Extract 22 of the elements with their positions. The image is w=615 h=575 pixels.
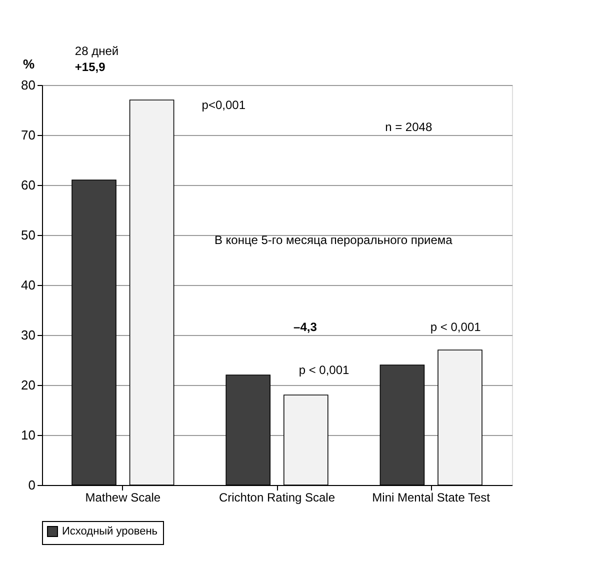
annotation: –4,3 <box>294 320 318 334</box>
y-tick-label: 70 <box>21 128 36 142</box>
y-tick-label: 20 <box>21 378 36 392</box>
annotation: p < 0,001 <box>298 363 350 377</box>
y-tick-label: 0 <box>28 478 36 492</box>
y-tick-label: 40 <box>21 278 36 292</box>
x-tick-label: Crichton Rating Scale <box>218 490 336 504</box>
y-axis-title: % <box>22 56 35 72</box>
y-tick-label: 60 <box>21 178 36 192</box>
annotation: p<0,001 <box>202 98 246 112</box>
x-tick-label: Mini Mental State Test <box>372 490 491 504</box>
x-tick-label: Mathew Scale <box>85 490 161 504</box>
y-tick-label: 30 <box>21 328 36 342</box>
y-tick-label: 50 <box>21 228 36 242</box>
text: +15,9 <box>74 60 106 74</box>
annotation: n = 2048 <box>385 120 432 134</box>
y-tick-label: 80 <box>21 78 36 92</box>
annotation: В конце 5-го месяца перорального приема <box>214 233 453 247</box>
text: 28 дней <box>74 44 119 58</box>
legend-label: Исходный уровень <box>62 526 158 538</box>
y-tick-label: 10 <box>21 428 36 442</box>
annotation: p < 0,001 <box>430 320 482 334</box>
